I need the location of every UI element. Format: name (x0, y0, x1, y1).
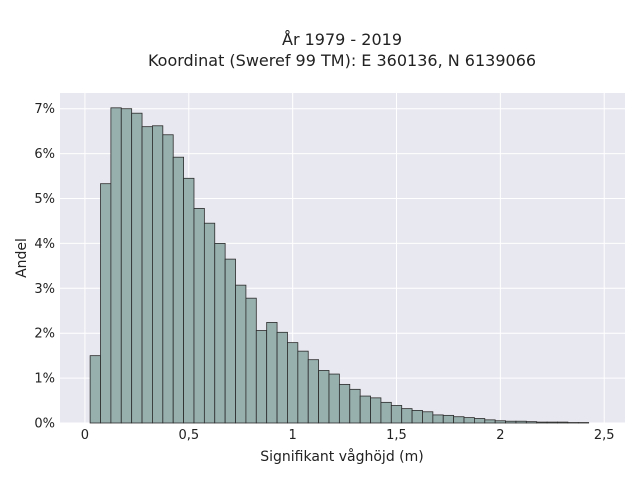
histogram-bar (557, 421, 569, 424)
chart-title-line-1: År 1979 - 2019 (282, 30, 402, 49)
histogram-bar (453, 416, 465, 424)
histogram-bar (141, 126, 153, 424)
histogram-bar (276, 331, 288, 424)
histogram-bar (235, 284, 247, 424)
histogram-bar (224, 258, 236, 424)
histogram-bar (266, 322, 278, 424)
histogram-bar (183, 177, 195, 424)
histogram-bar (287, 342, 299, 424)
y-tick-label: 7% (34, 102, 55, 117)
x-tick-label: 1 (289, 428, 297, 443)
y-tick-label: 0% (34, 417, 55, 432)
histogram-bar (318, 370, 330, 424)
histogram-bar (110, 107, 122, 424)
histogram-bar (505, 420, 517, 424)
chart-title-line-2: Koordinat (Sweref 99 TM): E 360136, N 61… (148, 51, 536, 70)
bars (89, 107, 590, 424)
histogram-bar (203, 222, 216, 424)
y-tick-label: 6% (34, 147, 55, 162)
histogram-bar (338, 383, 351, 424)
histogram-bar (474, 418, 486, 424)
x-tick-label: 0,5 (178, 428, 199, 443)
y-tick-label: 5% (34, 192, 55, 207)
y-tick-label: 3% (34, 282, 55, 297)
histogram-bar (328, 373, 340, 424)
x-axis-label: Signifikant våghöjd (m) (260, 448, 423, 465)
histogram-bar (100, 183, 112, 424)
y-axis-label: Andel (14, 238, 30, 278)
histogram-bar (245, 297, 257, 424)
x-tick-label: 2,5 (594, 428, 615, 443)
histogram-bar (411, 410, 423, 424)
histogram-bar (255, 330, 268, 424)
histogram-bar (214, 243, 226, 424)
histogram-bar (152, 125, 164, 424)
histogram-bar (131, 112, 143, 424)
histogram-bar (390, 405, 403, 424)
histogram-bar (401, 408, 413, 424)
histogram-bar (463, 417, 475, 424)
histogram-bar (525, 421, 538, 424)
histogram-bar (162, 134, 174, 424)
histogram-bar (515, 420, 527, 424)
histogram-bar (359, 395, 371, 424)
histogram-bar (442, 414, 455, 424)
x-tick-label: 1,5 (386, 428, 407, 443)
histogram-bar (172, 156, 184, 424)
histogram-bar (422, 411, 434, 424)
histogram-bar (89, 355, 101, 424)
histogram-bar (536, 421, 548, 424)
histogram-bar (120, 108, 133, 424)
y-tick-label: 4% (34, 237, 55, 252)
histogram-bar (307, 359, 320, 424)
histogram-bar (370, 397, 382, 424)
histogram-bar (380, 401, 392, 424)
tick-labels: 0 0,5 1 1,5 2 2,5 0% 1% 2% 3% 4% 5% 6% 7% (34, 102, 614, 443)
y-tick-label: 1% (34, 372, 55, 387)
x-tick-label: 0 (81, 428, 89, 443)
y-tick-label: 2% (34, 327, 55, 342)
histogram-bar (193, 207, 205, 424)
histogram-bar (349, 388, 361, 424)
histogram-bar (297, 350, 309, 424)
x-tick-label: 2 (496, 428, 504, 443)
histogram-bar (484, 419, 496, 424)
histogram-bar (494, 420, 506, 424)
histogram-bar (432, 414, 444, 424)
histogram-bar (546, 421, 558, 424)
